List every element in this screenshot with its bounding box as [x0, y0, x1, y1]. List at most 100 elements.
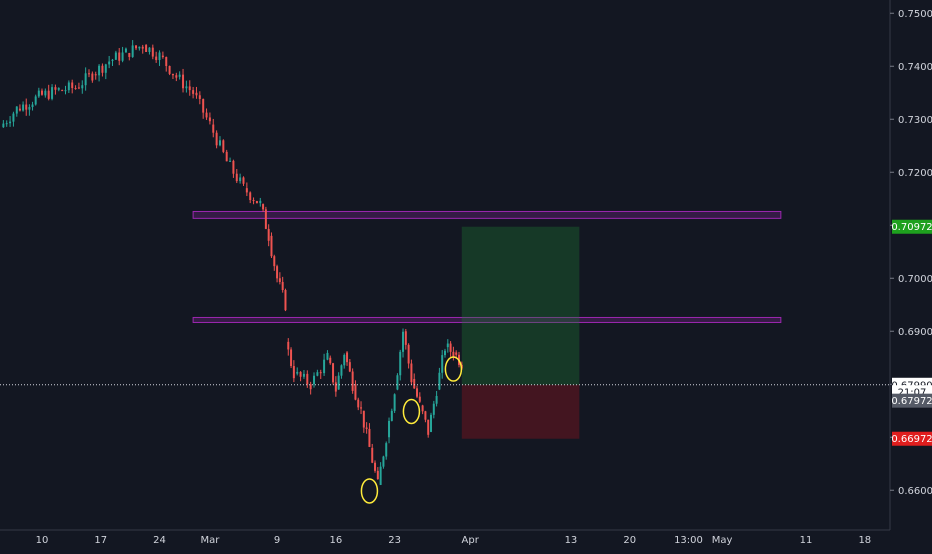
candle [404, 331, 407, 345]
candle [175, 75, 178, 78]
candle [296, 371, 299, 374]
candle [382, 456, 385, 467]
candle [22, 104, 25, 111]
candle [171, 73, 174, 76]
candle [332, 363, 335, 383]
candle [235, 173, 238, 182]
profit-zone[interactable] [461, 226, 580, 385]
candle [281, 281, 284, 291]
x-tick-label: 13 [565, 535, 578, 546]
candle [371, 447, 374, 463]
x-tick-label: 13:00 [674, 535, 703, 546]
price-label-box [892, 219, 932, 234]
candle [104, 64, 107, 73]
candle [326, 352, 329, 360]
candle [267, 228, 270, 241]
candle [44, 90, 47, 96]
candle [37, 90, 40, 97]
candle [416, 388, 419, 397]
candle [249, 192, 252, 201]
candle [306, 373, 309, 385]
candle [362, 410, 365, 428]
candle [334, 382, 337, 392]
candle [292, 366, 295, 379]
candle [418, 396, 421, 402]
price-label: 0.66972 [891, 434, 932, 445]
price-label: 0.67972 [891, 396, 932, 407]
candle [346, 352, 349, 363]
candle [205, 112, 208, 118]
resistance-zone[interactable] [192, 210, 782, 219]
candle [449, 343, 452, 352]
candle [252, 200, 255, 202]
candle [131, 45, 134, 57]
candle [388, 420, 391, 438]
candle [141, 46, 144, 49]
candle [309, 384, 312, 390]
candle [195, 92, 198, 96]
candle [329, 357, 332, 364]
highlight-circle[interactable] [444, 356, 463, 382]
candle [124, 48, 127, 53]
candle [135, 45, 138, 49]
candle [302, 373, 305, 377]
x-tick-label: 24 [153, 535, 166, 546]
price-label: 21:07 [898, 388, 927, 399]
candle [84, 73, 87, 86]
price-label-box [892, 393, 932, 408]
candle [101, 65, 104, 73]
candle [74, 88, 77, 90]
candle [128, 53, 131, 57]
support-zone[interactable] [192, 316, 782, 323]
candle [441, 355, 444, 373]
candle [287, 341, 290, 350]
candle [273, 256, 276, 267]
candle [5, 123, 8, 125]
candle [290, 349, 293, 367]
candle [407, 344, 410, 364]
candle [365, 427, 368, 429]
candle [354, 384, 357, 400]
candle [64, 90, 67, 92]
candle [161, 55, 164, 58]
candle [239, 177, 242, 182]
highlight-circle[interactable] [360, 478, 379, 504]
x-tick-label: 16 [329, 535, 342, 546]
candle [40, 90, 43, 95]
candle [9, 121, 12, 124]
highlight-circle[interactable] [402, 398, 421, 425]
candle [368, 428, 371, 447]
candle [215, 132, 218, 146]
candle [323, 359, 326, 374]
candle [259, 200, 262, 204]
candle [430, 414, 433, 432]
candle [399, 351, 402, 376]
candle [348, 362, 351, 372]
candle [402, 331, 405, 352]
candle [376, 470, 379, 480]
candle [31, 104, 34, 108]
candle [15, 106, 18, 114]
y-tick-label: 0.66000 [898, 486, 932, 497]
x-tick-label: 18 [858, 535, 871, 546]
x-tick-label: 20 [623, 535, 636, 546]
candle [435, 395, 438, 404]
candle [379, 466, 382, 485]
candle [385, 443, 388, 457]
candle [427, 419, 430, 435]
candle [393, 394, 396, 411]
candle [185, 86, 188, 89]
loss-zone[interactable] [461, 384, 580, 439]
candle [54, 87, 57, 90]
candle [262, 204, 265, 210]
candle [51, 87, 54, 99]
candle [121, 52, 124, 61]
candle [218, 140, 221, 146]
candle [155, 56, 158, 61]
candle [351, 371, 354, 391]
candle [340, 365, 343, 376]
candle [452, 351, 455, 357]
candle [151, 47, 154, 57]
